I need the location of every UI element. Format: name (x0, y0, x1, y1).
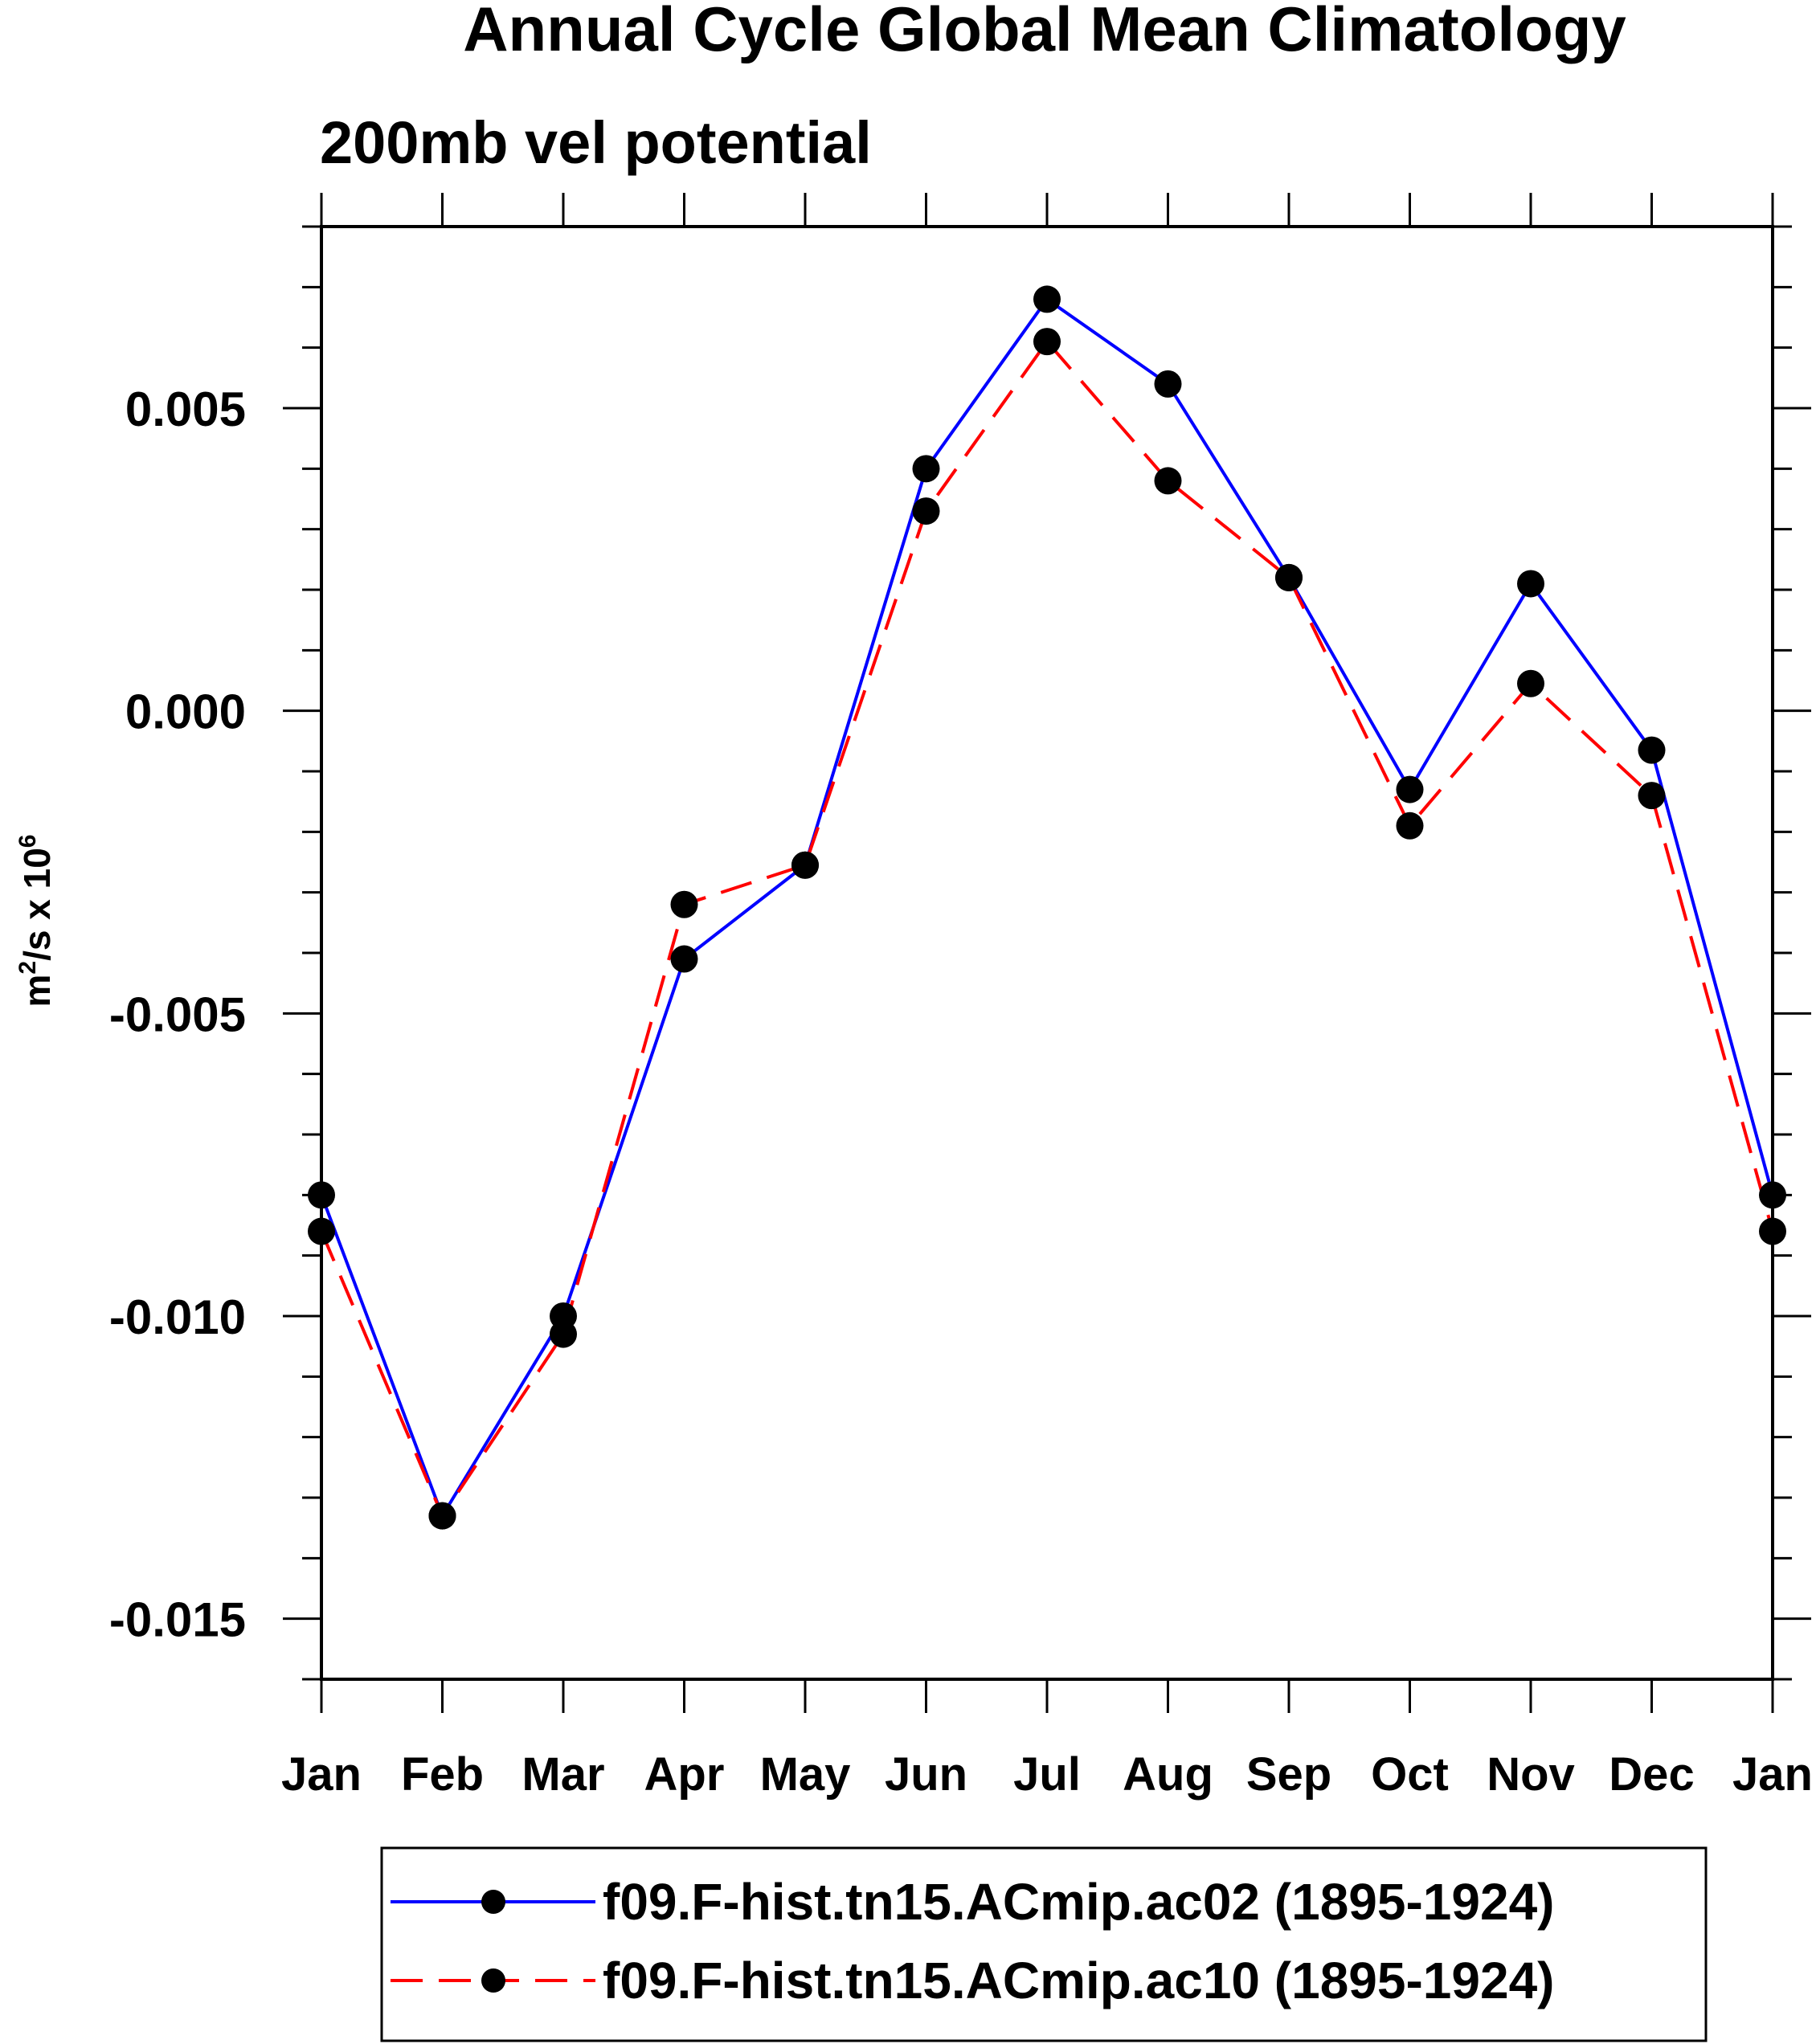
series-1-point (1154, 467, 1182, 495)
series-1-point (912, 497, 940, 525)
series-1-point (670, 890, 698, 918)
x-tick-labels: Jan Feb Mar Apr May Jun Jul Aug Sep Oct Nov Dec Jan (281, 1748, 1813, 1801)
series-1-point (1033, 328, 1061, 356)
series-1-point (1517, 669, 1544, 697)
y-tick-label: -0.010 (109, 1290, 246, 1344)
x-tick-label: Oct (1371, 1748, 1449, 1801)
series-0-point (912, 455, 940, 483)
x-tick-label: Jan (281, 1748, 362, 1801)
y-tick-label: -0.015 (109, 1593, 246, 1647)
x-tick-label: Jul (1013, 1748, 1081, 1801)
y-tick-labels: 0.005 0.000 -0.005 -0.010 -0.015 (109, 382, 246, 1647)
plot-frame (320, 225, 1774, 1681)
series-line-0 (320, 296, 1774, 1520)
x-tick-label: May (760, 1748, 851, 1801)
y-tick-label: 0.005 (125, 382, 246, 436)
y-tick-label: -0.005 (109, 987, 246, 1041)
legend-label-1: f09.F-hist.tn15.ACmip.ac10 (1895-1924) (603, 1952, 1554, 2009)
series-0-point (1517, 570, 1544, 598)
series-line-1 (320, 338, 1774, 1519)
series-1-point (1396, 811, 1424, 840)
series-0-point (1638, 736, 1666, 764)
x-tick-label: Jan (1732, 1748, 1813, 1801)
x-tick-label: Dec (1609, 1748, 1694, 1801)
series-layer (308, 285, 1786, 1530)
x-tick-label: Nov (1487, 1748, 1575, 1801)
axis-ticks (283, 193, 1811, 1713)
legend: f09.F-hist.tn15.ACmip.ac02 (1895-1924) f… (380, 1846, 1708, 2042)
chart-title: Annual Cycle Global Mean Climatology (463, 0, 1626, 64)
legend-marker-1 (481, 1968, 505, 1993)
series-1-point (791, 851, 819, 879)
series-1-point (428, 1502, 456, 1530)
x-tick-label: Apr (644, 1748, 725, 1801)
x-tick-label: Mar (521, 1748, 604, 1801)
y-axis-label: m2/s x 106 (14, 835, 58, 1008)
series-0-point (670, 945, 698, 973)
chart-subtitle: 200mb vel potential (320, 109, 872, 176)
series-1-point (1638, 782, 1666, 810)
series-0-point (1396, 775, 1424, 803)
series-0-point (1033, 285, 1061, 313)
series-0-point (1154, 370, 1182, 398)
series-1-point (550, 1320, 577, 1348)
x-tick-label: Feb (401, 1748, 484, 1801)
series-1-point (1275, 563, 1303, 591)
y-tick-label: 0.000 (125, 685, 246, 739)
legend-marker-0 (481, 1890, 505, 1914)
x-tick-label: Sep (1246, 1748, 1331, 1801)
legend-label-0: f09.F-hist.tn15.ACmip.ac02 (1895-1924) (603, 1873, 1554, 1931)
x-tick-label: Aug (1123, 1748, 1213, 1801)
legend-box (380, 1846, 1708, 2042)
x-tick-label: Jun (885, 1748, 967, 1801)
